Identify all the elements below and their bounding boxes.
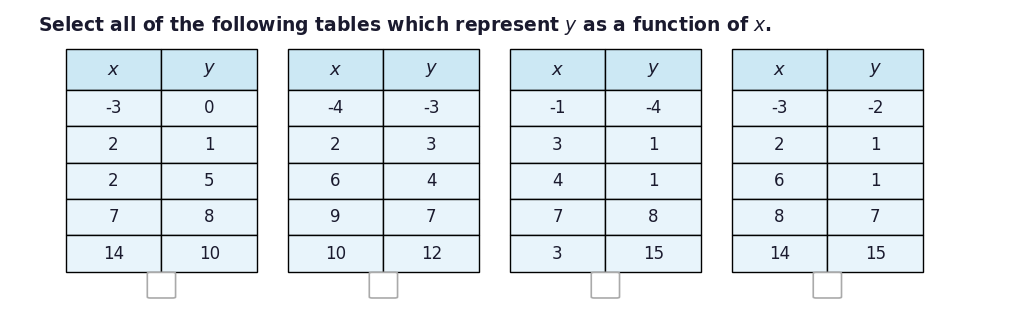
Text: 6: 6 (774, 172, 785, 190)
Text: 7: 7 (552, 208, 563, 226)
Text: 1: 1 (648, 172, 659, 190)
Text: -3: -3 (105, 99, 122, 117)
Text: 4: 4 (552, 172, 563, 190)
Text: 1: 1 (870, 172, 881, 190)
Text: 4: 4 (426, 172, 437, 190)
Text: 10: 10 (325, 245, 346, 263)
Text: 3: 3 (426, 136, 437, 154)
Text: -1: -1 (549, 99, 566, 117)
Text: 8: 8 (774, 208, 785, 226)
Text: 14: 14 (769, 245, 790, 263)
Text: -2: -2 (867, 99, 884, 117)
Text: 10: 10 (199, 245, 220, 263)
Text: -4: -4 (327, 99, 344, 117)
Text: $y$: $y$ (203, 61, 216, 78)
Text: $x$: $x$ (329, 61, 342, 78)
Text: 7: 7 (426, 208, 437, 226)
Text: 2: 2 (330, 136, 341, 154)
Text: $x$: $x$ (773, 61, 786, 78)
Text: 2: 2 (108, 172, 119, 190)
Text: 12: 12 (421, 245, 442, 263)
Text: $y$: $y$ (869, 61, 882, 78)
Text: 15: 15 (865, 245, 886, 263)
Text: 5: 5 (204, 172, 215, 190)
Text: 3: 3 (552, 245, 563, 263)
Text: 7: 7 (870, 208, 881, 226)
Text: $x$: $x$ (107, 61, 120, 78)
Text: $y$: $y$ (647, 61, 660, 78)
Text: 1: 1 (204, 136, 215, 154)
Text: 6: 6 (330, 172, 341, 190)
Text: 1: 1 (648, 136, 659, 154)
Text: 1: 1 (870, 136, 881, 154)
Text: 14: 14 (103, 245, 124, 263)
Text: -3: -3 (423, 99, 440, 117)
Text: -4: -4 (645, 99, 662, 117)
Text: $x$: $x$ (551, 61, 564, 78)
Text: 2: 2 (774, 136, 785, 154)
Text: 9: 9 (330, 208, 341, 226)
Text: 8: 8 (648, 208, 659, 226)
Text: Select all of the following tables which represent $y$ as a function of $x$.: Select all of the following tables which… (38, 14, 772, 37)
Text: -3: -3 (771, 99, 788, 117)
Text: $y$: $y$ (425, 61, 438, 78)
Text: 2: 2 (108, 136, 119, 154)
Text: 7: 7 (108, 208, 119, 226)
Text: 8: 8 (204, 208, 215, 226)
Text: 3: 3 (552, 136, 563, 154)
Text: 0: 0 (204, 99, 215, 117)
Text: 15: 15 (643, 245, 664, 263)
